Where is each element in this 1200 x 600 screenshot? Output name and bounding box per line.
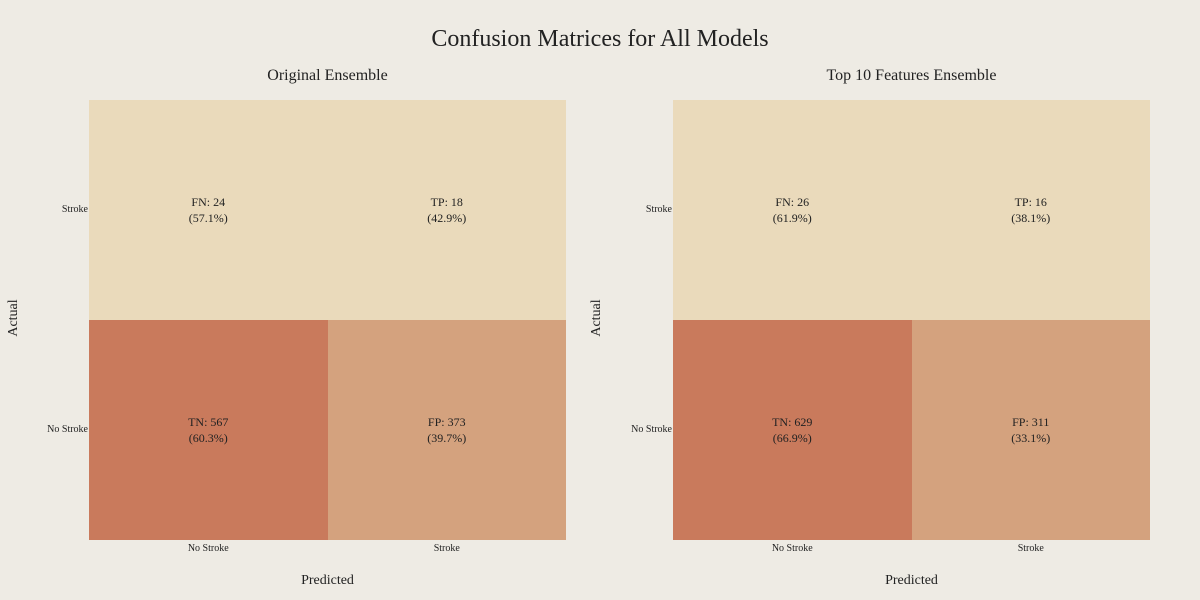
- cell-percent-label: (66.9%): [772, 431, 812, 445]
- y-tick-label: No Stroke: [47, 424, 88, 435]
- x-tick-label: No Stroke: [187, 543, 229, 554]
- cell-percent-label: (42.9%): [427, 211, 467, 225]
- cell-percent-label: (33.1%): [1011, 431, 1051, 445]
- cell-percent-label: (61.9%): [772, 211, 812, 225]
- y-axis-label: Actual: [6, 299, 21, 337]
- cell-count-label: FP: 311: [1012, 415, 1050, 429]
- y-tick-label: No Stroke: [631, 424, 672, 435]
- y-tick-label: Stroke: [645, 204, 672, 215]
- figure-title: Confusion Matrices for All Models: [431, 26, 769, 52]
- cell-count-label: TP: 16: [1014, 195, 1047, 209]
- y-tick-label: Stroke: [61, 204, 88, 215]
- cell-count-label: FP: 373: [427, 415, 466, 429]
- heatmap-cell: FP: 373 (39.7%): [327, 320, 566, 540]
- x-tick-label: No Stroke: [771, 543, 813, 554]
- cell-count-label: FN: 24: [191, 195, 226, 209]
- heatmap-cell: TN: 567 (60.3%): [89, 320, 328, 540]
- chart-title: Top 10 Features Ensemble: [826, 67, 997, 84]
- chart-title: Original Ensemble: [267, 67, 388, 84]
- cell-percent-label: (38.1%): [1011, 211, 1051, 225]
- cell-percent-label: (60.3%): [188, 431, 228, 445]
- heatmap-cell: FN: 24 (57.1%): [89, 100, 328, 320]
- heatmap-cell: FN: 26 (61.9%): [673, 100, 912, 320]
- cell-percent-label: (39.7%): [427, 431, 467, 445]
- heatmap-cell: TN: 629 (66.9%): [673, 320, 912, 540]
- x-tick-label: Stroke: [1017, 543, 1044, 554]
- x-axis-label: Predicted: [301, 573, 354, 588]
- cell-count-label: TN: 567: [188, 415, 229, 429]
- cell-count-label: TP: 18: [430, 195, 463, 209]
- cell-percent-label: (57.1%): [188, 211, 228, 225]
- heatmap-cell: TP: 16 (38.1%): [911, 100, 1150, 320]
- cell-count-label: FN: 26: [775, 195, 810, 209]
- y-axis-label: Actual: [589, 299, 604, 337]
- x-tick-label: Stroke: [433, 543, 460, 554]
- heatmap-cell: TP: 18 (42.9%): [327, 100, 566, 320]
- heatmap-cell: FP: 311 (33.1%): [911, 320, 1150, 540]
- cell-count-label: TN: 629: [772, 415, 813, 429]
- x-axis-label: Predicted: [885, 573, 938, 588]
